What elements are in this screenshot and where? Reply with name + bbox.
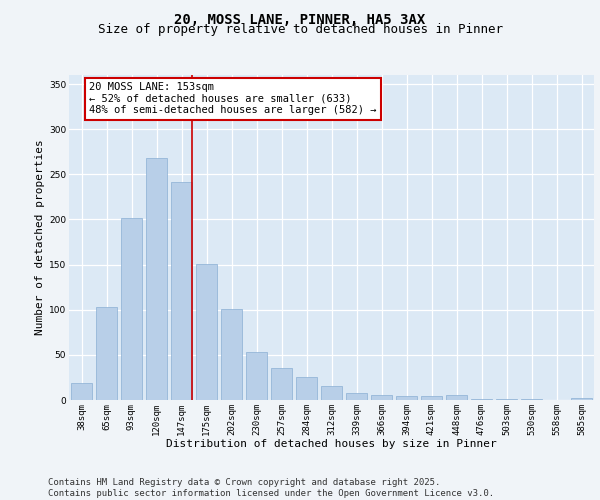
Text: Size of property relative to detached houses in Pinner: Size of property relative to detached ho… [97, 22, 503, 36]
Bar [96, 307, 117, 400]
Bar [296, 376, 317, 400]
X-axis label: Distribution of detached houses by size in Pinner: Distribution of detached houses by size … [166, 439, 497, 449]
Bar [396, 396, 417, 400]
Bar [346, 393, 367, 400]
Bar [471, 399, 492, 400]
Text: 20, MOSS LANE, PINNER, HA5 3AX: 20, MOSS LANE, PINNER, HA5 3AX [175, 12, 425, 26]
Bar [371, 396, 392, 400]
Bar [571, 398, 592, 400]
Bar [446, 396, 467, 400]
Text: Contains HM Land Registry data © Crown copyright and database right 2025.
Contai: Contains HM Land Registry data © Crown c… [48, 478, 494, 498]
Text: 20 MOSS LANE: 153sqm
← 52% of detached houses are smaller (633)
48% of semi-deta: 20 MOSS LANE: 153sqm ← 52% of detached h… [89, 82, 377, 116]
Bar [321, 386, 342, 400]
Bar [121, 218, 142, 400]
Bar [196, 264, 217, 400]
Bar [171, 182, 192, 400]
Bar [521, 399, 542, 400]
Bar [421, 396, 442, 400]
Bar [146, 158, 167, 400]
Bar [496, 399, 517, 400]
Bar [221, 309, 242, 400]
Y-axis label: Number of detached properties: Number of detached properties [35, 140, 45, 336]
Bar [246, 352, 267, 400]
Bar [71, 383, 92, 400]
Bar [271, 368, 292, 400]
